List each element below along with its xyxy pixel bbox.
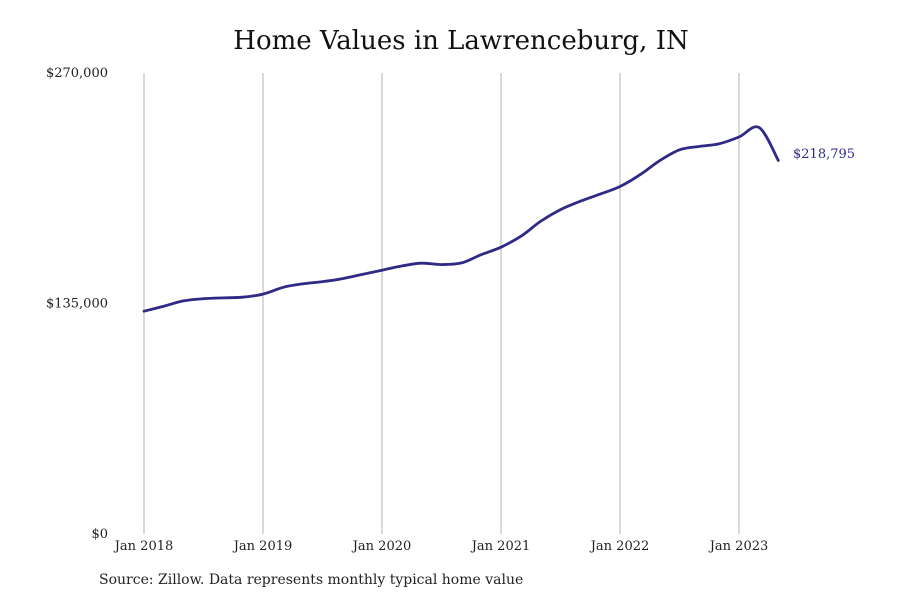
y-tick-label: $135,000 bbox=[46, 297, 108, 312]
end-value-label: $218,795 bbox=[793, 147, 855, 162]
y-tick-label: $270,000 bbox=[46, 66, 108, 81]
chart-title: Home Values in Lawrenceburg, IN bbox=[233, 26, 689, 56]
source-note: Source: Zillow. Data represents monthly … bbox=[99, 572, 524, 588]
x-tick-label: Jan 2021 bbox=[470, 539, 531, 554]
x-tick-label: Jan 2020 bbox=[351, 539, 412, 554]
x-axis: Jan 2018 Jan 2019 Jan 2020 Jan 2021 Jan 2022… bbox=[113, 539, 769, 554]
series-line bbox=[142, 125, 780, 313]
y-axis: $0 $135,000 $270,000 bbox=[46, 66, 108, 542]
x-tick-label: Jan 2019 bbox=[232, 539, 293, 554]
gridlines bbox=[143, 73, 740, 534]
x-tick-label: Jan 2018 bbox=[113, 539, 174, 554]
y-tick-label: $0 bbox=[91, 527, 108, 542]
x-tick-label: Jan 2022 bbox=[589, 539, 650, 554]
x-tick-label: Jan 2023 bbox=[708, 539, 769, 554]
